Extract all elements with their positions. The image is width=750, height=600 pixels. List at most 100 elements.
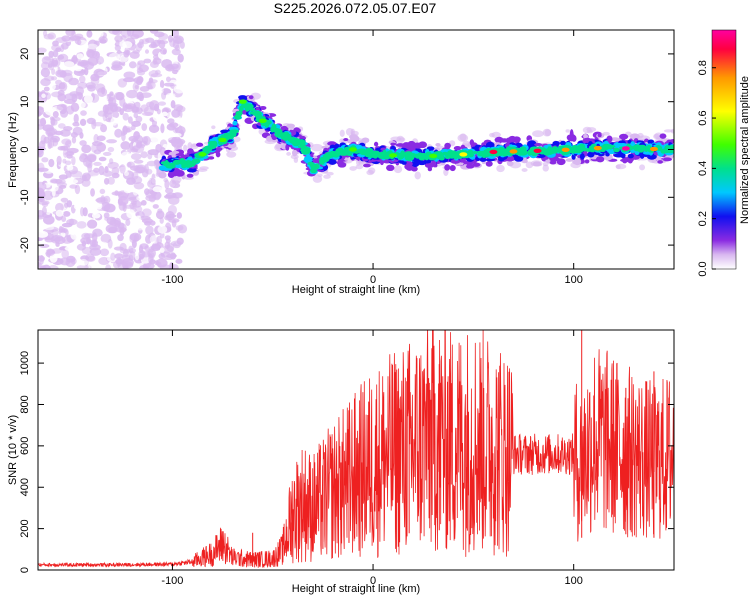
spectrogram-halo-blob [390, 136, 402, 142]
spectrogram-halo-blob [615, 164, 621, 170]
spectrogram-noise-blob [140, 200, 147, 206]
spectrogram-noise-blob [92, 228, 103, 237]
spectrogram-noise-blob [76, 53, 84, 60]
spectrogram-noise-blob [59, 70, 67, 78]
spectrogram-noise-blob [140, 151, 148, 159]
spectrogram-halo-blob [317, 173, 323, 177]
spectrogram-noise-blob [159, 247, 165, 253]
spectrogram-ridge-blob [363, 163, 371, 168]
spectrogram-noise-blob [122, 77, 135, 83]
spectrogram-noise-blob [98, 36, 108, 44]
spectrogram-peak-blob [561, 147, 570, 152]
spectrogram-noise-blob [121, 257, 134, 267]
spectrogram-peak-blob [429, 153, 438, 159]
spectrogram-noise-blob [102, 170, 113, 177]
spectrogram-noise-blob [98, 156, 107, 162]
spectrogram-noise-blob [41, 201, 49, 208]
spectrogram-noise-blob [91, 143, 98, 153]
spectrogram-ridge-blob [390, 142, 396, 146]
spectrogram-ridge-blob [565, 158, 574, 162]
spectrogram-noise-blob [164, 235, 171, 241]
spectrogram-noise-blob [66, 105, 75, 115]
spectrogram-noise-blob [169, 252, 177, 260]
spectrogram-noise-blob [95, 70, 108, 76]
spectrogram-noise-blob [74, 184, 81, 195]
spectrogram-noise-blob [131, 30, 144, 38]
spectrogram-ridge-blob [214, 146, 223, 152]
spectrogram-noise-blob [133, 112, 139, 119]
spectrogram-noise-blob [102, 151, 112, 156]
spectrogram-noise-blob [97, 241, 108, 246]
snr-ytick-label: 200 [19, 519, 31, 537]
spectrogram-ridge-blob [571, 154, 576, 160]
spectrogram-noise-blob [40, 78, 51, 87]
spectrogram-noise-blob [111, 64, 123, 71]
spectrogram-noise-blob [50, 83, 56, 91]
spectrogram-noise-blob [158, 32, 169, 41]
spectrogram-ridge-blob [509, 136, 515, 143]
spectrogram-noise-blob [149, 30, 159, 34]
spectrogram-noise-blob [38, 167, 49, 172]
spectrogram-peak-blob [198, 152, 207, 157]
spectrogram-noise-blob [81, 174, 87, 181]
spectrogram-noise-blob [130, 200, 137, 206]
spectrogram-ridge-blob [662, 157, 672, 162]
spectrogram-ridge-blob [507, 160, 514, 167]
spectrogram-noise-blob [145, 225, 154, 235]
spectrogram-ridge-blob [629, 133, 640, 140]
spectrogram-ridge-blob [286, 123, 295, 129]
spectrogram-noise-blob [39, 117, 47, 127]
spectrogram-halo-blob [393, 165, 403, 174]
spectrogram-ridge-blob [579, 153, 585, 160]
spectrogram-noise-blob [68, 179, 79, 184]
spectrogram-noise-blob [159, 47, 167, 55]
spectrogram-noise-blob [61, 249, 69, 259]
spectrogram-noise-blob [86, 43, 98, 50]
spectrogram-noise-blob [142, 136, 149, 144]
spectrogram-noise-blob [139, 243, 149, 250]
snr-ylabel: SNR (10 * v/v) [7, 415, 19, 485]
spectrogram-noise-blob [165, 92, 176, 100]
spectrogram-ridge-blob [527, 149, 533, 156]
spectrogram-noise-blob [72, 121, 81, 127]
spectrogram-noise-blob [49, 253, 58, 263]
spectrogram-ridge-blob [605, 152, 610, 157]
spectrogram-ridge-blob [335, 150, 341, 157]
spectrogram-noise-blob [106, 139, 118, 144]
spectrogram-noise-blob [132, 49, 140, 54]
spectrogram-ridge-blob [292, 150, 299, 155]
spectrogram-ridge-blob [619, 133, 629, 140]
spectrogram-noise-blob [105, 264, 112, 269]
spectrogram-peak-blob [593, 145, 602, 151]
spectrogram-noise-blob [60, 109, 69, 118]
spectrogram-noise-blob [153, 190, 161, 201]
spectrogram-noise-blob [76, 264, 89, 269]
spectrogram-noise-blob [119, 164, 126, 174]
spectrogram-ridge-blob [215, 151, 221, 158]
spectrogram-ytick-label: -20 [19, 237, 31, 253]
spectrogram-noise-blob [62, 158, 67, 164]
spectrogram-noise-blob [93, 133, 99, 144]
spectrogram-ridge-blob [453, 146, 462, 151]
spectrogram-noise-blob [76, 221, 87, 229]
spectrogram-ridge-blob [620, 152, 626, 159]
spectrogram-noise-blob [60, 197, 69, 203]
spectrogram-ridge-blob [514, 155, 524, 162]
spectrogram-ridge-blob [285, 143, 290, 151]
spectrogram-ridge-blob [485, 141, 495, 149]
spectrogram-noise-blob [131, 120, 142, 127]
spectrogram-noise-blob [136, 78, 143, 86]
spectrogram-noise-blob [58, 225, 63, 233]
spectrogram-noise-blob [144, 49, 150, 54]
spectrogram-noise-blob [164, 241, 171, 250]
spectrogram-noise-blob [167, 204, 177, 215]
spectrogram-noise-blob [86, 236, 91, 245]
spectrogram-noise-blob [161, 58, 173, 69]
spectrogram-ridge-blob [636, 146, 646, 153]
spectrogram-noise-blob [39, 243, 50, 248]
spectrogram-ridge-blob [365, 147, 374, 155]
spectrogram-ridge-blob [472, 162, 481, 167]
spectrogram-peak-blob [649, 146, 658, 152]
